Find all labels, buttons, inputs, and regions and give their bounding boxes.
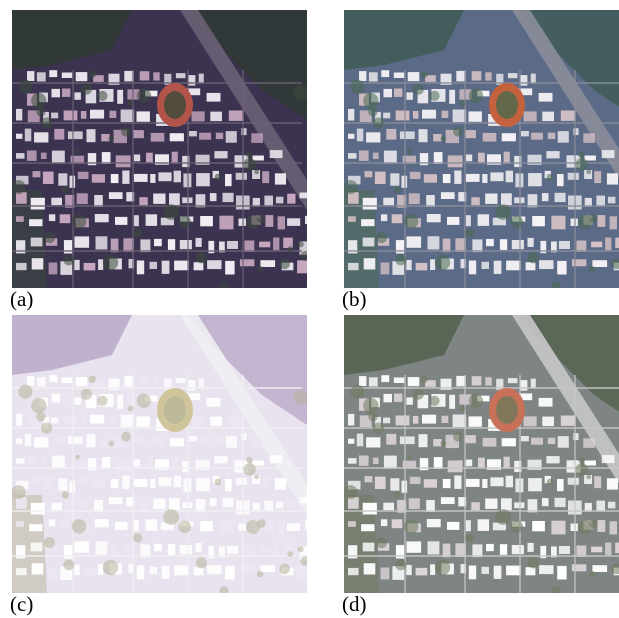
caption-d: (d) xyxy=(342,592,367,616)
caption-b: (b) xyxy=(342,287,367,311)
satellite-image-d xyxy=(344,315,619,593)
satellite-render-c xyxy=(12,315,307,593)
satellite-image-a xyxy=(12,10,307,288)
caption-a: (a) xyxy=(10,287,34,311)
satellite-render-d xyxy=(344,315,619,593)
caption-c: (c) xyxy=(10,592,34,616)
satellite-render-a xyxy=(12,10,307,288)
satellite-render-b xyxy=(344,10,619,288)
satellite-image-b xyxy=(344,10,619,288)
satellite-image-c xyxy=(12,315,307,593)
